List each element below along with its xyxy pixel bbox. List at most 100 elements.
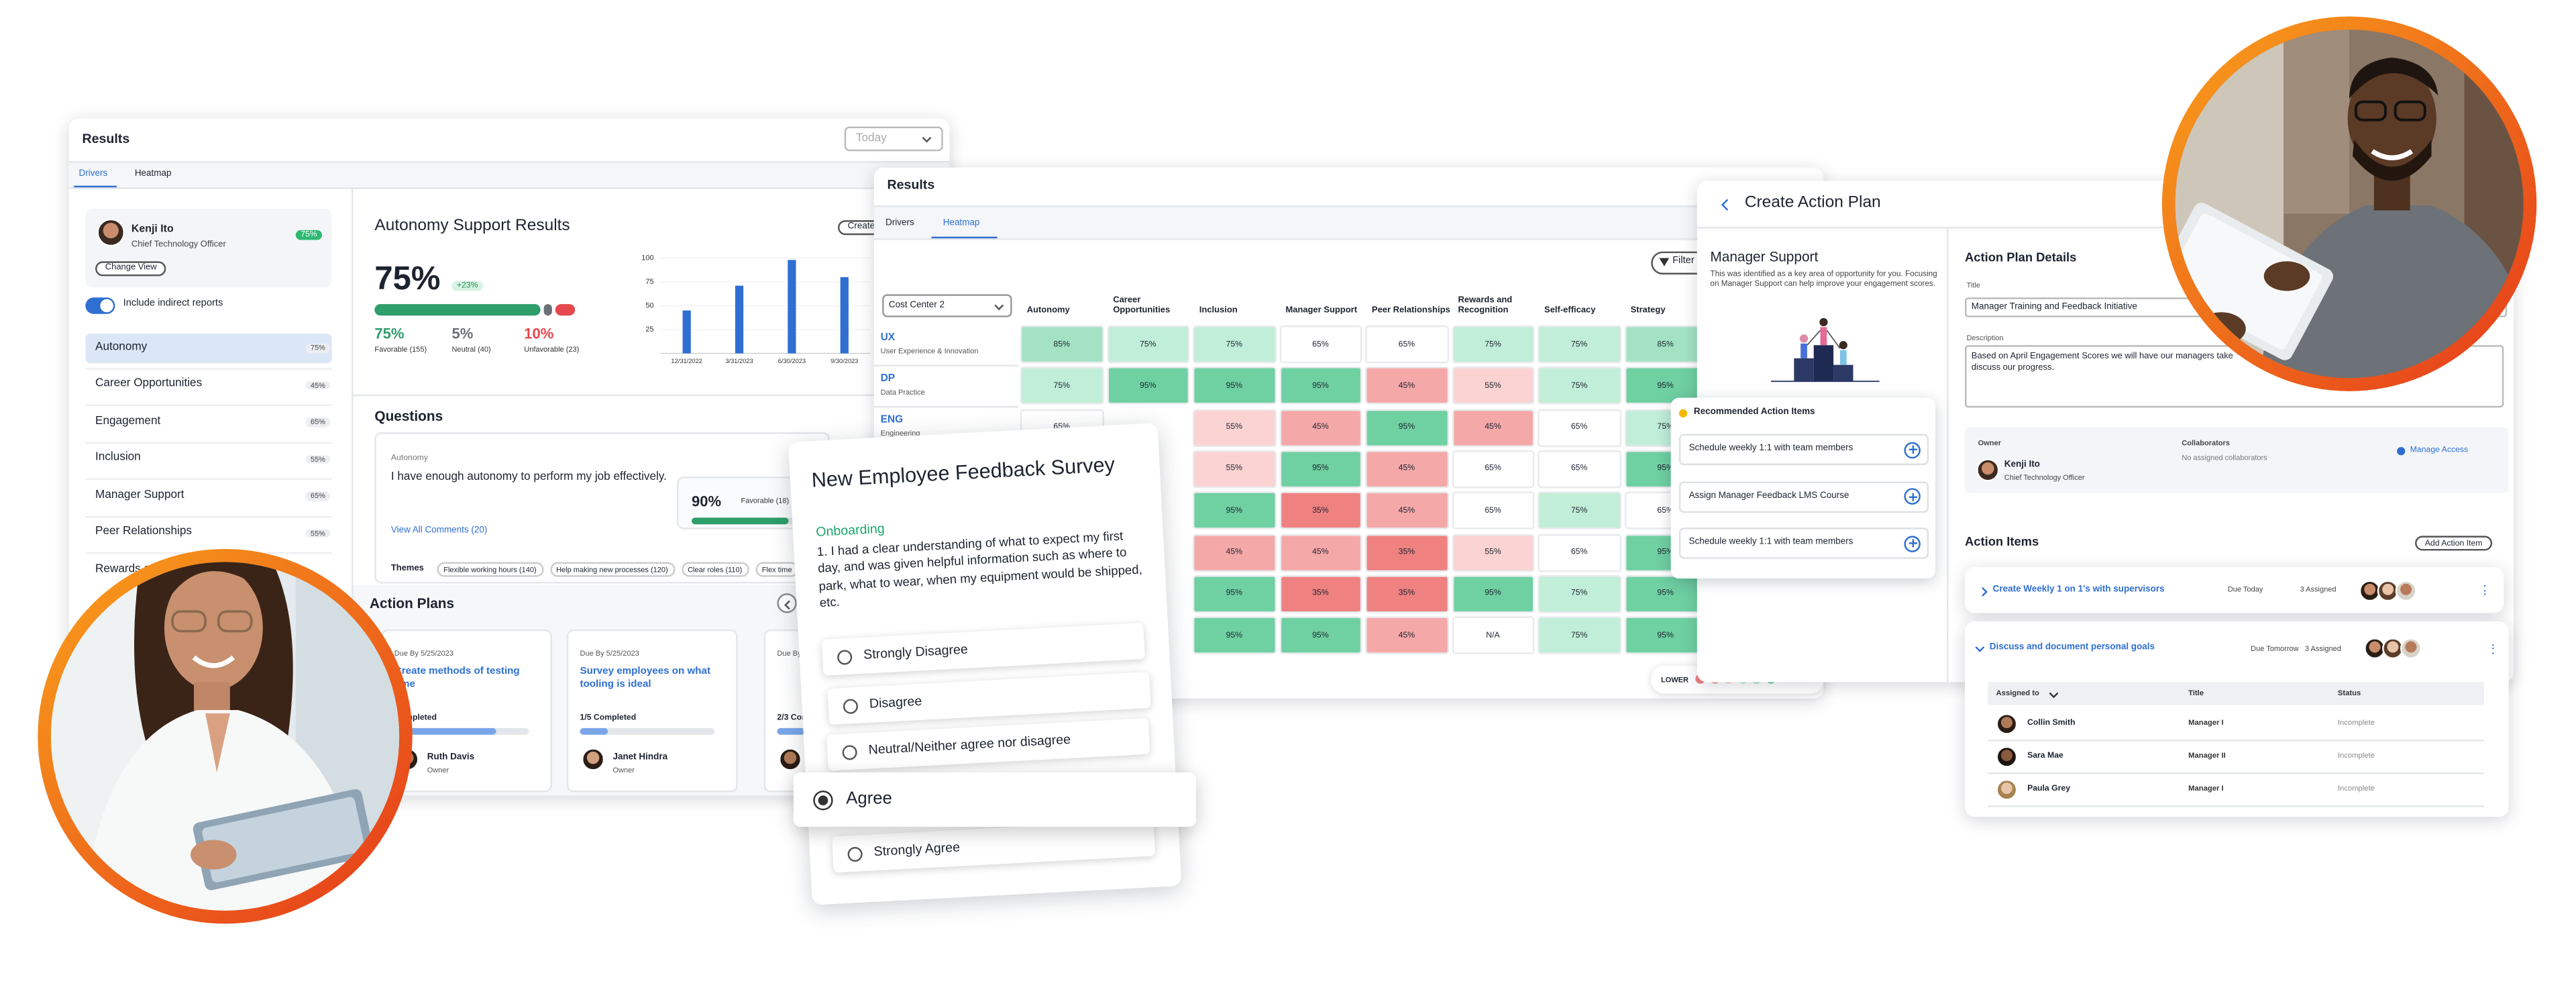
- add-icon-v: [1911, 539, 1913, 548]
- heatmap-cell: 85%: [1020, 325, 1104, 364]
- section-title: Autonomy Support Results: [374, 217, 570, 236]
- survey-option: Neutral/Neither agree nor disagree: [826, 717, 1150, 771]
- avatar: [1996, 745, 2018, 767]
- heatmap-cell: 35%: [1279, 491, 1362, 530]
- plan-progress: Completed: [394, 713, 437, 723]
- assignee-title: Manager I: [2188, 718, 2224, 727]
- textarea-line: discuss our progress.: [1971, 362, 2055, 373]
- kebab-dot: [2483, 589, 2487, 592]
- column-header: Inclusion: [1199, 305, 1238, 316]
- popup: [1670, 397, 1935, 579]
- survey-section: Onboarding: [815, 521, 885, 540]
- x-tick-label: 6/30/2023: [778, 358, 806, 364]
- panel-title: Results: [887, 177, 935, 193]
- owner-label: Owner: [1978, 439, 2001, 448]
- heatmap-cell: 45%: [1365, 366, 1448, 405]
- plan-title: Survey employees on what tooling is idea…: [580, 665, 711, 691]
- driver-name: Career Opportunities: [95, 378, 203, 391]
- score-badge: 75%: [295, 230, 323, 240]
- owner-name: Janet Hindra: [612, 752, 668, 762]
- table-header: [1988, 682, 2484, 705]
- y-tick-label: 100: [641, 254, 653, 262]
- dropdown: [882, 294, 1012, 317]
- x-tick-label: 12/31/2022: [671, 358, 702, 364]
- heatmap-cell: 95%: [1279, 366, 1362, 405]
- avatar: [1996, 712, 2018, 734]
- heatmap-cell: 95%: [1623, 366, 1707, 405]
- driver-score: 75%: [305, 344, 331, 353]
- row-label: User Experience & Innovation: [880, 346, 979, 355]
- column-header: Autonomy: [1026, 305, 1070, 316]
- tab-bar: [68, 161, 950, 189]
- survey-title: New Employee Feedback Survey: [810, 452, 1116, 491]
- avatar: [2364, 638, 2385, 660]
- heatmap-cell: 95%: [1451, 574, 1535, 613]
- column-header: Manager Support: [1285, 305, 1358, 316]
- owner-role: Chief Technology Officer: [2004, 474, 2085, 483]
- heatmap-cell: 75%: [1538, 491, 1621, 530]
- row-divider: [873, 405, 1019, 407]
- textarea-line: Based on April Engagement Scores we will…: [1971, 351, 2233, 362]
- themes-label: Themes: [390, 564, 424, 574]
- heatmap-cell: 75%: [1538, 616, 1621, 654]
- heatmap-cell: 45%: [1279, 408, 1362, 447]
- recommend-item: [1678, 528, 1929, 559]
- theme-chip: Flexible working hours (140): [437, 562, 543, 578]
- filter-label: Filter: [1672, 257, 1695, 267]
- heatmap-cell: 65%: [1538, 450, 1621, 489]
- column-header: Peer Relationships: [1371, 305, 1450, 316]
- column-label: Assigned to: [1996, 689, 2039, 697]
- recommend-text: Assign Manager Feedback LMS Course: [1688, 491, 1849, 501]
- heatmap-cell: 65%: [1538, 408, 1621, 447]
- question-score-label: Favorable (18): [741, 497, 790, 505]
- manage-access: Manage Access: [2410, 445, 2469, 456]
- breakdown-label: Unfavorable (23): [524, 344, 580, 354]
- row-code: ENG: [880, 414, 904, 427]
- kebab-dot: [2483, 593, 2487, 596]
- item-title: Create Weekly 1 on 1's with supervisors: [1992, 585, 2165, 595]
- assignee-name: Sara Mae: [2027, 751, 2063, 761]
- breakdown-pct: 75%: [374, 324, 405, 342]
- avatar: [2400, 638, 2422, 660]
- driver-score: 45%: [305, 381, 331, 390]
- heatmap-cell: 95%: [1192, 491, 1276, 530]
- driver-name: Peer Relationships: [95, 526, 192, 538]
- column-header: Rewards and Recognition: [1458, 295, 1513, 316]
- button: Add Action Item: [2415, 536, 2493, 551]
- assignee-status: Incomplete: [2337, 784, 2375, 793]
- owner-name: Kenji Ito: [2004, 459, 2040, 470]
- driver-name: Inclusion: [95, 452, 141, 464]
- heatmap-cell: 65%: [1451, 450, 1535, 489]
- driver-highlight: [85, 334, 332, 364]
- driver-name: Autonomy: [95, 341, 148, 354]
- owner-box: [1965, 427, 2509, 493]
- owner-label: Owner: [612, 766, 635, 775]
- progress-track: [580, 727, 715, 735]
- collab-label: Collaborators: [2182, 439, 2230, 448]
- section-title: Action Plans: [370, 595, 455, 611]
- kebab-dot: [2492, 643, 2495, 646]
- survey-option: Strongly Disagree: [821, 622, 1145, 676]
- heatmap-cell: 45%: [1279, 533, 1362, 572]
- heatmap-cell: 95%: [1365, 408, 1448, 447]
- recommend-text: Schedule weekly 1:1 with team members: [1688, 444, 1854, 454]
- heatmap-cell: N/A: [1451, 616, 1535, 654]
- due-label: Due By: [777, 650, 802, 658]
- link: View All Comments (20): [390, 525, 488, 536]
- row-divider: [1988, 772, 2484, 774]
- toggle-label: Include indirect reports: [123, 299, 223, 310]
- column-header: Career Opportunities: [1113, 295, 1171, 316]
- kebab-dot: [2483, 585, 2487, 588]
- divider: [1697, 226, 2514, 228]
- assignee-status: Incomplete: [2337, 751, 2375, 760]
- indicator: [1678, 408, 1688, 417]
- toggle-knob: [100, 299, 113, 313]
- heatmap-cell: 55%: [1451, 366, 1535, 405]
- themes: Flexible working hours (140) Help making …: [437, 562, 799, 578]
- driver-score: 55%: [305, 529, 331, 538]
- assignee-title: Manager I: [2188, 784, 2224, 793]
- illustration: [1771, 317, 1880, 383]
- manage-icon: [2397, 446, 2406, 455]
